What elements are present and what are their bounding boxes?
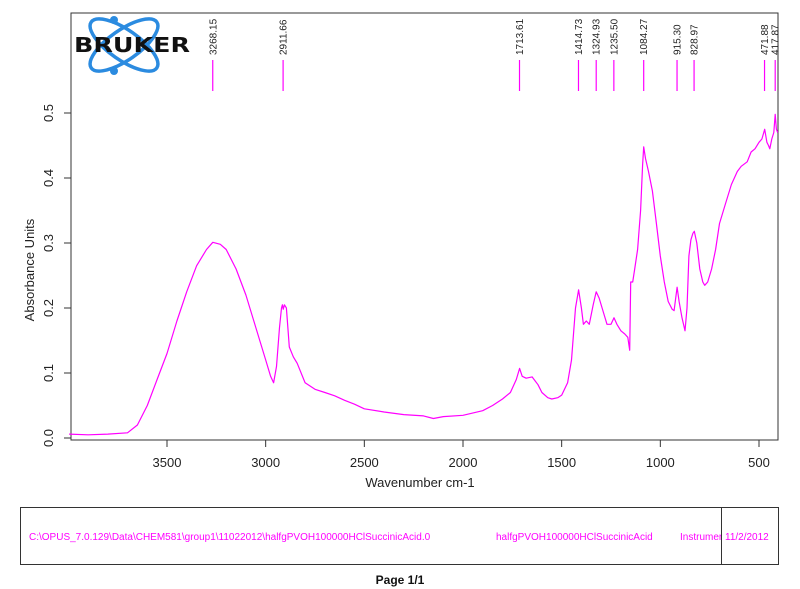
x-tick-label: 2500 <box>350 455 379 470</box>
peak-label: 828.97 <box>690 24 701 55</box>
measurement-date: 11/2/2012 <box>725 532 769 543</box>
y-tick-label: 0.2 <box>41 299 56 317</box>
y-tick-label: 0.5 <box>41 104 56 122</box>
peak-label: 3268.15 <box>208 18 219 55</box>
file-path: C:\OPUS_7.0.129\Data\CHEM581\group1\1102… <box>29 532 431 543</box>
sample-name: halfgPVOH100000HClSuccinicAcid <box>496 532 653 543</box>
peak-markers: 3268.15 2911.66 1713.61 1414.73 1324.93 1235.… <box>208 18 782 91</box>
spectrum-line <box>69 113 779 436</box>
spectrum-chart: 0.0 0.1 0.2 0.3 0.4 0.5 3500 3000 2500 2000 1500 1… <box>22 12 782 490</box>
peak-label: 1414.73 <box>574 18 585 55</box>
peak-label: 417.87 <box>771 24 782 55</box>
x-axis-label: Wavenumber cm-1 <box>365 475 474 490</box>
peak-label: 1235.50 <box>609 18 620 55</box>
logo-text: BRUKER <box>74 33 190 57</box>
footer-divider <box>721 508 722 564</box>
instrument-field: Instrumer <box>680 532 723 543</box>
peak-label: 2911.66 <box>279 19 290 55</box>
page-indicator: Page 1/1 <box>375 573 425 587</box>
y-tick-label: 0.3 <box>41 234 56 252</box>
plot-frame <box>70 12 779 441</box>
x-tick-label: 1500 <box>547 455 576 470</box>
x-tick-label: 3500 <box>153 455 182 470</box>
x-tick-label: 3000 <box>251 455 280 470</box>
y-tick-label: 0.1 <box>41 364 56 382</box>
x-tick-label: 500 <box>748 455 770 470</box>
x-tick-label: 2000 <box>449 455 478 470</box>
atom-orbit-icon <box>88 16 160 75</box>
peak-label: 1324.93 <box>592 18 603 55</box>
y-axis: 0.0 0.1 0.2 0.3 0.4 0.5 <box>41 104 71 447</box>
peak-label: 915.30 <box>673 24 684 55</box>
x-tick-label: 1000 <box>646 455 675 470</box>
y-tick-label: 0.0 <box>41 429 56 447</box>
footer-info-box: C:\OPUS_7.0.129\Data\CHEM581\group1\1102… <box>20 507 779 565</box>
y-tick-label: 0.4 <box>41 169 56 187</box>
bruker-logo: BRUKER <box>74 16 190 75</box>
peak-label: 1713.61 <box>515 18 526 55</box>
y-axis-label: Absorbance Units <box>22 218 37 321</box>
peak-label: 471.88 <box>760 24 771 55</box>
peak-label: 1084.27 <box>639 18 650 55</box>
x-axis: 3500 3000 2500 2000 1500 1000 500 <box>153 440 770 470</box>
